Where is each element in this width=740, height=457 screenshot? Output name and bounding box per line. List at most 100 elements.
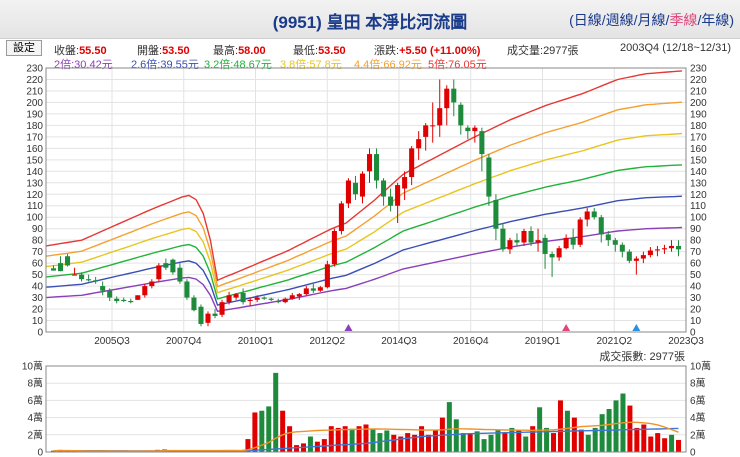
price-tick-label-right: 210 bbox=[690, 86, 707, 97]
volume-tick-label-right: 2萬 bbox=[690, 428, 706, 441]
candle-body bbox=[121, 299, 127, 302]
candle-body bbox=[198, 306, 204, 324]
price-tick-label-right: 230 bbox=[690, 64, 707, 75]
volume-bar bbox=[363, 424, 369, 452]
volume-bar bbox=[342, 426, 348, 452]
volume-bar bbox=[405, 433, 411, 452]
tab-yearly[interactable]: 年線 bbox=[701, 12, 730, 28]
candle-body bbox=[675, 245, 682, 250]
price-tick-label-right: 80 bbox=[690, 236, 702, 247]
price-tick-label-left: 140 bbox=[26, 167, 43, 178]
candle-body bbox=[282, 298, 288, 303]
volume-bar bbox=[349, 428, 355, 452]
volume-tick-label-right: 4萬 bbox=[690, 411, 706, 424]
price-tick-label-left: 110 bbox=[27, 201, 43, 212]
volume-caption: 成交張數: 2977張 bbox=[599, 349, 685, 363]
candle-body bbox=[388, 196, 394, 206]
candle-body bbox=[654, 249, 660, 251]
tab-weekly[interactable]: 週線 bbox=[605, 12, 634, 28]
volume-info: 成交量:2977張 bbox=[507, 42, 579, 58]
candle-body bbox=[556, 248, 562, 258]
candle-body bbox=[359, 173, 366, 197]
candle-body bbox=[507, 240, 513, 250]
candle-body bbox=[352, 182, 358, 195]
candle-body bbox=[661, 248, 667, 250]
candle-body bbox=[268, 298, 274, 300]
candle-body bbox=[395, 185, 401, 206]
close-label: 收盤: bbox=[54, 45, 80, 57]
candle-body bbox=[381, 180, 387, 197]
volume-bar bbox=[377, 433, 383, 452]
price-tick-label-right: 220 bbox=[690, 75, 707, 86]
price-tick-label-left: 50 bbox=[32, 270, 44, 281]
price-tick-label-left: 60 bbox=[32, 259, 44, 270]
tab-monthly[interactable]: 月線 bbox=[637, 12, 666, 28]
volume-bar bbox=[648, 436, 654, 452]
candle-body bbox=[296, 294, 302, 297]
candle-body bbox=[247, 299, 253, 302]
price-tick-label-right: 50 bbox=[690, 270, 702, 281]
candle-body bbox=[584, 211, 590, 220]
price-tick-label-left: 20 bbox=[32, 305, 44, 316]
price-tick-label-right: 90 bbox=[690, 224, 702, 235]
volume-bar bbox=[432, 430, 438, 452]
volume-bar bbox=[599, 414, 605, 452]
volume-bar bbox=[613, 400, 619, 452]
period-range: 2003Q4 (12/18~12/31) bbox=[620, 42, 732, 54]
candle-body bbox=[233, 294, 239, 298]
settings-button[interactable]: 設定 bbox=[6, 40, 42, 56]
volume-bar bbox=[273, 372, 279, 452]
volume-bar bbox=[571, 417, 577, 452]
candle-body bbox=[50, 268, 57, 271]
x-tick-label: 2010Q1 bbox=[238, 336, 274, 345]
river-line-4.4倍 bbox=[45, 101, 683, 288]
price-tick-label-right: 100 bbox=[690, 213, 707, 224]
candle-body bbox=[640, 255, 646, 259]
volume-bar bbox=[481, 439, 487, 452]
candle-body bbox=[444, 88, 450, 109]
candle-body bbox=[598, 217, 604, 235]
price-tick-label-left: 70 bbox=[32, 247, 44, 258]
candle-body bbox=[86, 279, 92, 281]
price-tick-label-left: 30 bbox=[32, 293, 44, 304]
candle-body bbox=[577, 219, 583, 245]
price-tick-label-left: 210 bbox=[26, 86, 43, 97]
price-tick-label-right: 120 bbox=[690, 190, 707, 201]
open-info: 開盤:53.50 bbox=[137, 42, 190, 58]
candle-body bbox=[205, 313, 211, 323]
price-tick-label-right: 40 bbox=[690, 282, 702, 293]
price-tick-label-right: 130 bbox=[690, 178, 707, 189]
volume-bar bbox=[655, 433, 661, 452]
volume-bar bbox=[50, 450, 56, 452]
volume-ma-line bbox=[53, 421, 679, 452]
volume-bar bbox=[495, 430, 501, 452]
candle-body bbox=[451, 88, 457, 103]
candle-body bbox=[212, 313, 218, 316]
x-tick-label: 2021Q2 bbox=[596, 336, 632, 345]
candle-body bbox=[374, 154, 380, 181]
markers bbox=[344, 324, 641, 331]
volume-bar bbox=[446, 402, 452, 452]
price-tick-label-right: 140 bbox=[690, 167, 707, 178]
volume-bars bbox=[50, 372, 682, 452]
volume-bar bbox=[412, 434, 418, 452]
volume-bar bbox=[634, 427, 640, 452]
x-tick-label: 2016Q4 bbox=[453, 336, 489, 345]
volume-bar bbox=[252, 412, 258, 452]
volume-bar bbox=[578, 429, 584, 452]
price-tick-label-right: 20 bbox=[690, 305, 702, 316]
candle-body bbox=[114, 298, 120, 302]
volume-label: 成交量: bbox=[507, 45, 544, 57]
candle-body bbox=[156, 265, 162, 280]
candle-body bbox=[331, 230, 337, 265]
price-tick-label-left: 90 bbox=[32, 224, 44, 235]
volume-value: 2977張 bbox=[543, 45, 579, 57]
low-value: 53.50 bbox=[318, 45, 346, 57]
candle-body bbox=[570, 237, 576, 245]
tab-daily[interactable]: 日線 bbox=[573, 12, 602, 28]
candle-body bbox=[254, 297, 260, 300]
tab-quarterly[interactable]: 季線 bbox=[669, 12, 698, 28]
open-label: 開盤: bbox=[137, 45, 163, 57]
volume-plot-frame bbox=[45, 365, 687, 453]
candle-body bbox=[535, 240, 541, 243]
